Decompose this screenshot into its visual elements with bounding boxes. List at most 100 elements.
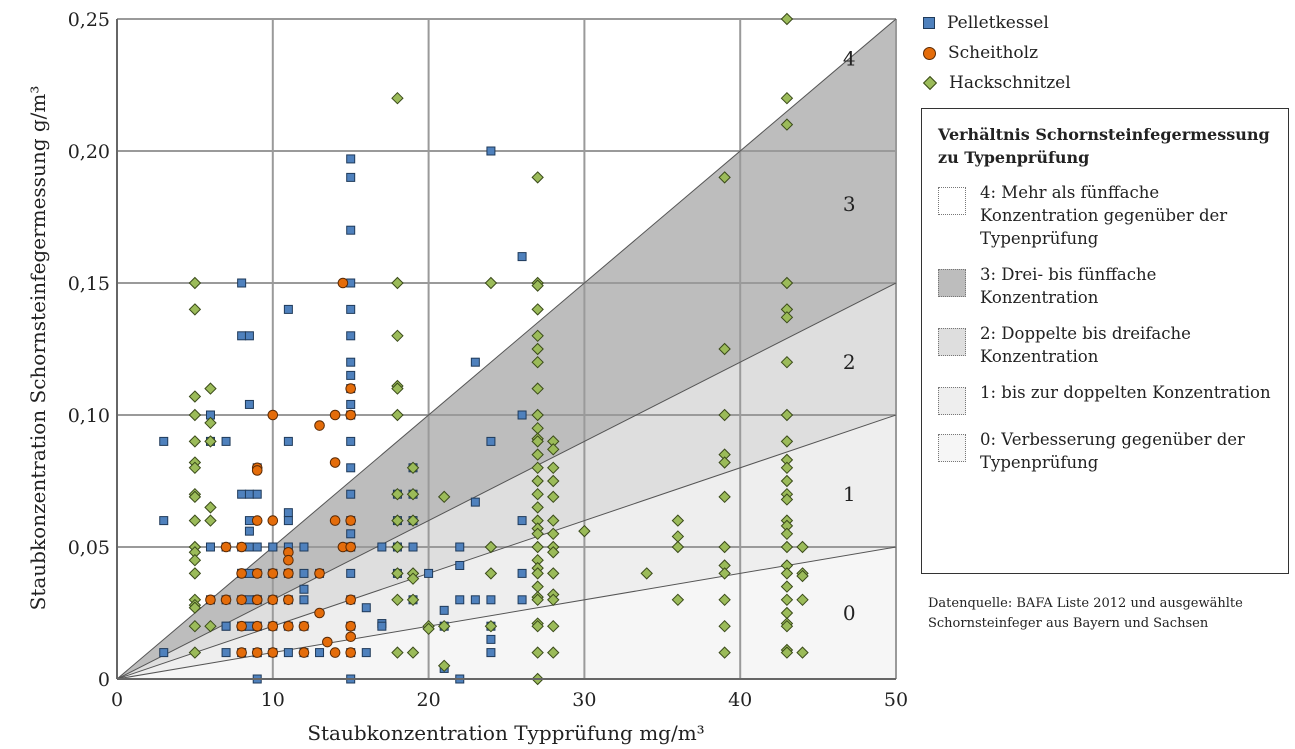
- pelletkessel-point: [424, 568, 434, 578]
- scheitholz-point: [283, 594, 294, 606]
- scheitholz-point: [329, 457, 341, 468]
- hackschnitzel-point: [780, 540, 794, 554]
- x-tick-labels: 0 10 20 30 40 50: [111, 689, 908, 711]
- pelletkessel-point: [283, 508, 293, 518]
- pelletkessel-point: [252, 542, 262, 552]
- x-tick-label: 10: [261, 689, 285, 711]
- hackschnitzel-point: [547, 443, 560, 456]
- pelletkessel-point: [517, 568, 527, 578]
- hackschnitzel-point: [531, 646, 544, 659]
- hackschnitzel-point: [406, 487, 420, 501]
- y-tick-label: 0: [98, 669, 110, 691]
- hackschnitzel-point: [188, 514, 202, 527]
- scheitholz-point: [314, 607, 325, 619]
- zone-legend-text: 4: Mehr als fünffache Konzentration gege…: [980, 183, 1228, 248]
- pelletkessel-point: [346, 304, 356, 314]
- hackschnitzel-point: [718, 171, 731, 184]
- scheitholz-point: [345, 409, 357, 421]
- y-tick-label: 0,05: [68, 537, 110, 559]
- hackschnitzel-point: [188, 567, 202, 580]
- ratio-3-line: [116, 282, 897, 680]
- zone-legend-title: Verhältnis Schornsteinfegermessung zu Ty…: [938, 125, 1270, 167]
- hackschnitzel-point: [780, 276, 794, 290]
- hackschnitzel-point: [547, 619, 560, 633]
- data-source-note: Datenquelle: BAFA Liste 2012 und ausgewä…: [928, 596, 1243, 631]
- hackschnitzel-point: [780, 91, 794, 105]
- scheitholz-point: [220, 594, 232, 606]
- scheitholz-point: [329, 515, 341, 526]
- zone-labels: 0 1 2 3 4: [843, 47, 856, 625]
- pelletkessel-point: [299, 595, 309, 605]
- scheitholz-point: [267, 409, 279, 421]
- hackschnitzel-point: [188, 601, 202, 614]
- hackschnitzel-point: [437, 490, 451, 504]
- hackschnitzel-point: [671, 514, 685, 527]
- pelletkessel-point: [283, 648, 293, 658]
- pelletkessel-point: [244, 399, 254, 409]
- scheitholz-point: [267, 568, 279, 579]
- pelletkessel-point: [346, 529, 356, 539]
- hackschnitzel-point: [796, 593, 809, 607]
- scheitholz-point: [251, 647, 263, 658]
- zone-3-swatch: [938, 269, 966, 297]
- scheitholz-point: [236, 568, 247, 579]
- hackschnitzel-point: [188, 646, 202, 659]
- zone-1-swatch: [938, 387, 966, 415]
- pelletkessel-point: [377, 621, 387, 631]
- y-tick-labels: 0 0,05 0,10 0,15 0,20 0,25: [68, 9, 110, 691]
- zone-4-swatch: [938, 187, 966, 215]
- hackschnitzel-point: [718, 490, 731, 504]
- pelletkessel-point: [470, 595, 480, 605]
- scheitholz-point: [283, 568, 294, 579]
- legend-label: Hackschnitzel: [949, 73, 1071, 93]
- hackschnitzel-point: [718, 646, 731, 659]
- data-points: [159, 12, 809, 686]
- hackschnitzel-point: [437, 619, 451, 633]
- pelletkessel-point: [470, 357, 480, 367]
- hackschnitzel-point: [796, 569, 809, 583]
- hackschnitzel-point: [391, 593, 404, 607]
- pelletkessel-point: [283, 304, 293, 314]
- pelletkessel-point: [346, 370, 356, 380]
- hackschnitzel-point: [547, 567, 560, 580]
- scheitholz-point: [283, 620, 294, 632]
- hackschnitzel-point: [531, 619, 544, 633]
- pelletkessel-point: [361, 603, 371, 613]
- hackschnitzel-point: [531, 408, 544, 422]
- hackschnitzel-point: [547, 490, 560, 504]
- scheitholz-point: [236, 541, 247, 553]
- scheitholz-point: [220, 541, 232, 553]
- legend-item-scheitholz: Scheitholz: [923, 38, 1293, 68]
- scheitholz-point: [267, 620, 279, 632]
- hackschnitzel-point: [204, 382, 217, 395]
- hackschnitzel-point: [188, 490, 202, 504]
- pelletkessel-point: [346, 489, 356, 499]
- scheitholz-point: [345, 620, 357, 632]
- hackschnitzel-point: [718, 619, 731, 633]
- pelletkessel-point: [346, 172, 356, 182]
- hackschnitzel-point: [391, 329, 404, 343]
- scheitholz-point: [251, 594, 263, 606]
- scheitholz-point: [345, 647, 357, 658]
- square-marker-icon: [923, 17, 935, 29]
- hackschnitzel-point: [547, 461, 560, 475]
- scheitholz-point: [345, 383, 357, 394]
- hackschnitzel-point: [780, 580, 794, 593]
- pelletkessel-point: [439, 605, 449, 615]
- hackschnitzel-point: [780, 567, 794, 580]
- hackschnitzel-point: [780, 12, 794, 26]
- pelletkessel-point: [221, 436, 231, 446]
- pelletkessel-point: [315, 648, 325, 658]
- hackschnitzel-point: [204, 435, 217, 448]
- hackschnitzel-point: [406, 593, 420, 607]
- hackschnitzel-point: [780, 118, 794, 131]
- hackschnitzel-point: [780, 311, 794, 324]
- x-tick-label: 50: [884, 689, 908, 711]
- scheitholz-point: [298, 620, 310, 632]
- hackschnitzel-point: [718, 593, 731, 607]
- scheitholz-point: [298, 647, 310, 658]
- scheitholz-point: [251, 515, 263, 526]
- hackschnitzel-point: [391, 487, 404, 501]
- pelletkessel-point: [283, 516, 293, 526]
- pelletkessel-point: [205, 542, 215, 552]
